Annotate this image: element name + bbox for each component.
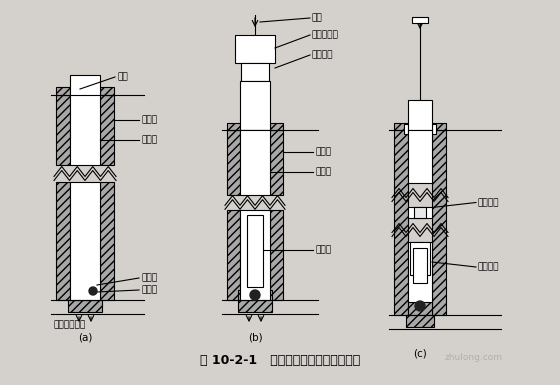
- Text: 硬木楔: 硬木楔: [141, 286, 157, 295]
- Bar: [270, 130, 283, 195]
- Bar: [238, 290, 272, 300]
- Bar: [241, 63, 269, 81]
- Text: 地面: 地面: [117, 72, 128, 82]
- Bar: [235, 35, 275, 63]
- Bar: [70, 75, 100, 165]
- Bar: [406, 315, 434, 327]
- Bar: [227, 210, 240, 300]
- Bar: [410, 242, 430, 275]
- Bar: [238, 300, 272, 312]
- Bar: [100, 95, 114, 165]
- Text: 辅助杆: 辅助杆: [315, 246, 331, 254]
- Bar: [71, 282, 99, 300]
- Text: (c): (c): [413, 348, 427, 358]
- Bar: [100, 182, 114, 300]
- Bar: [240, 81, 270, 130]
- Bar: [413, 248, 427, 283]
- Bar: [412, 17, 428, 23]
- Circle shape: [89, 287, 97, 295]
- Text: 保护管: 保护管: [315, 167, 331, 176]
- Text: 圆盒水准器: 圆盒水准器: [312, 30, 339, 40]
- Text: 白灰回填: 白灰回填: [478, 263, 500, 271]
- Bar: [56, 182, 70, 300]
- Text: 固定螺旋: 固定螺旋: [312, 50, 334, 60]
- Bar: [408, 242, 432, 302]
- Text: 测标: 测标: [312, 13, 323, 22]
- Bar: [432, 124, 436, 134]
- Text: (a): (a): [78, 333, 92, 343]
- Text: 图 10-2-1   辅助杆压人式标志埋设步骤: 图 10-2-1 辅助杆压人式标志埋设步骤: [200, 353, 360, 367]
- Bar: [56, 95, 70, 165]
- Text: 保护管: 保护管: [141, 136, 157, 144]
- Bar: [270, 123, 283, 130]
- Bar: [227, 130, 240, 195]
- Text: 素土回填: 素土回填: [478, 198, 500, 207]
- Circle shape: [250, 290, 260, 300]
- Bar: [70, 182, 100, 300]
- Bar: [414, 207, 426, 218]
- Bar: [408, 297, 432, 315]
- Bar: [56, 87, 70, 95]
- Text: (b): (b): [248, 333, 262, 343]
- Bar: [432, 130, 446, 315]
- Bar: [227, 123, 240, 130]
- Bar: [247, 215, 263, 287]
- Bar: [240, 130, 270, 195]
- Bar: [270, 210, 283, 300]
- Circle shape: [415, 301, 425, 311]
- Text: 钻孔壁: 钻孔壁: [315, 147, 331, 156]
- Bar: [394, 123, 408, 130]
- Bar: [240, 210, 270, 300]
- Bar: [394, 130, 408, 315]
- Bar: [100, 87, 114, 95]
- Bar: [404, 124, 408, 134]
- Text: 钻孔壁: 钻孔壁: [141, 116, 157, 124]
- Bar: [408, 207, 432, 218]
- Bar: [408, 130, 432, 183]
- Bar: [432, 123, 446, 130]
- Bar: [68, 300, 102, 312]
- Text: 回弹标: 回弹标: [141, 273, 157, 283]
- Text: zhulong.com: zhulong.com: [445, 353, 503, 363]
- Text: 孔底设计平面: 孔底设计平面: [53, 320, 85, 330]
- Bar: [408, 100, 432, 130]
